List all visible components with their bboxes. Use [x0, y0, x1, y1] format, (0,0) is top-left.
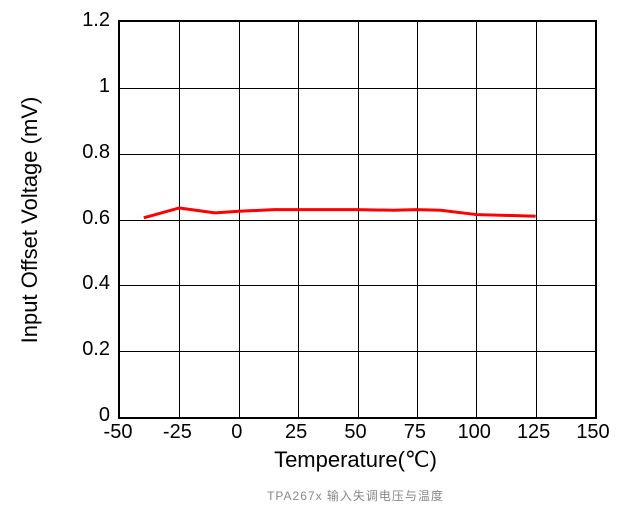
chart-caption: TPA267x 输入失调电压与温度 — [156, 487, 556, 504]
y-axis-label: Input Offset Voltage (mV) — [17, 70, 43, 370]
x-tick-label: 125 — [504, 421, 564, 444]
y-tick-label: 0.4 — [60, 272, 110, 295]
chart-container: 00.20.40.60.811.2 -50-250255075100125150… — [0, 0, 639, 525]
y-tick-label: 0.2 — [60, 338, 110, 361]
x-tick-label: 0 — [207, 421, 267, 444]
x-tick-label: -50 — [88, 421, 148, 444]
y-tick-label: 0.6 — [60, 207, 110, 230]
x-tick-label: 100 — [444, 421, 504, 444]
y-tick-label: 0.8 — [60, 141, 110, 164]
x-tick-label: 75 — [385, 421, 445, 444]
x-tick-label: 25 — [266, 421, 326, 444]
data-series — [120, 22, 595, 417]
series-line — [144, 208, 536, 218]
x-axis-label: Temperature(℃) — [206, 447, 506, 473]
plot-area — [118, 20, 597, 419]
x-tick-label: 50 — [326, 421, 386, 444]
y-tick-label: 1.2 — [60, 9, 110, 32]
x-tick-label: 150 — [563, 421, 623, 444]
y-tick-label: 1 — [60, 75, 110, 98]
x-tick-label: -25 — [147, 421, 207, 444]
